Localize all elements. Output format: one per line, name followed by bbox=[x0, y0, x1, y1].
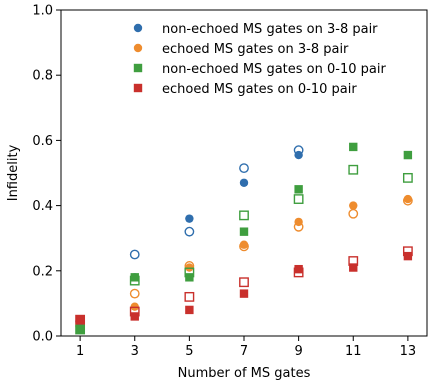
hollow-point bbox=[239, 210, 249, 221]
filled-point bbox=[239, 289, 249, 298]
filled-point bbox=[185, 273, 194, 282]
filled-point bbox=[403, 251, 413, 261]
x-tick-label: 5 bbox=[185, 344, 193, 359]
hollow-point bbox=[129, 249, 140, 260]
filled-point bbox=[403, 150, 413, 160]
y-axis-title: Infidelity bbox=[6, 144, 21, 201]
filled-point bbox=[349, 263, 358, 272]
x-axis-title: Number of MS gates bbox=[178, 366, 311, 381]
filled-point bbox=[239, 240, 249, 249]
y-tick-label: 0.8 bbox=[32, 69, 53, 84]
hollow-point bbox=[129, 288, 140, 299]
filled-point bbox=[239, 227, 249, 236]
y-tick-label: 0.6 bbox=[32, 134, 53, 149]
hollow-point bbox=[184, 226, 195, 237]
filled-point bbox=[294, 217, 303, 227]
filled-point bbox=[75, 325, 85, 334]
hollow-point bbox=[402, 172, 413, 183]
hollow-point bbox=[293, 194, 304, 204]
legend-label: non-echoed MS gates on 3-8 pair bbox=[162, 22, 378, 37]
filled-point bbox=[349, 142, 358, 152]
x-tick-label: 9 bbox=[294, 344, 302, 359]
filled-point bbox=[403, 194, 413, 204]
x-tick-label: 3 bbox=[131, 344, 139, 359]
legend-label: echoed MS gates on 3-8 pair bbox=[162, 42, 349, 57]
filled-point bbox=[294, 185, 303, 194]
filled-point bbox=[349, 201, 358, 210]
x-tick-label: 11 bbox=[345, 344, 362, 359]
legend: non-echoed MS gates on 3-8 pair echoed MS… bbox=[133, 22, 386, 97]
x-tick-label: 13 bbox=[400, 344, 417, 359]
legend-marker bbox=[133, 83, 143, 93]
legend-marker bbox=[133, 23, 143, 33]
filled-point bbox=[239, 178, 249, 187]
y-tick-label: 0.2 bbox=[32, 264, 53, 279]
legend-label: echoed MS gates on 0-10 pair bbox=[162, 82, 357, 97]
hollow-point bbox=[239, 277, 249, 288]
x-axis-ticks: 1 3 5 7 9 11 13 bbox=[76, 336, 416, 359]
filled-point bbox=[294, 264, 303, 274]
data-marks bbox=[75, 142, 413, 335]
y-tick-label: 1.0 bbox=[32, 4, 53, 19]
filled-point bbox=[75, 315, 85, 324]
legend-marker bbox=[133, 63, 143, 73]
y-tick-label: 0.0 bbox=[32, 330, 53, 345]
hollow-point bbox=[348, 164, 359, 175]
x-tick-label: 7 bbox=[240, 344, 248, 359]
hollow-point bbox=[184, 291, 195, 302]
filled-point bbox=[294, 150, 303, 160]
x-tick-label: 1 bbox=[76, 344, 84, 359]
filled-point bbox=[130, 273, 139, 282]
filled-point bbox=[130, 312, 139, 321]
hollow-point bbox=[239, 163, 249, 174]
legend-label: non-echoed MS gates on 0-10 pair bbox=[162, 62, 386, 77]
y-tick-label: 0.4 bbox=[32, 199, 53, 214]
filled-point bbox=[185, 305, 194, 315]
filled-point bbox=[185, 214, 194, 223]
y-axis-ticks: 0.0 0.2 0.4 0.6 0.8 1.0 bbox=[32, 4, 61, 345]
legend-marker bbox=[133, 43, 143, 53]
